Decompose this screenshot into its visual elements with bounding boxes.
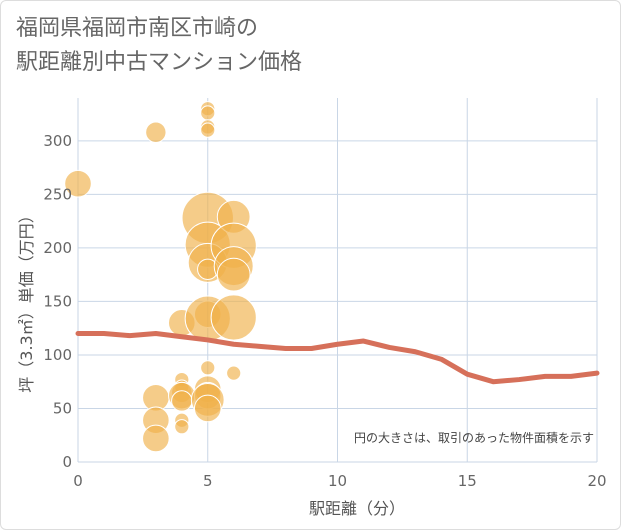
y-tick-label: 300	[43, 132, 72, 150]
y-axis-title: 坪（3.3㎡）単価（万円）	[17, 207, 36, 392]
data-bubble	[216, 257, 251, 292]
y-tick-label: 150	[43, 292, 72, 310]
data-bubble	[200, 360, 216, 376]
y-tick-label: 250	[43, 185, 72, 203]
title-line-1: 福岡県福岡市南区市崎の	[16, 16, 259, 41]
title-line-2: 駅距離別中古マンション価格	[16, 50, 303, 75]
data-bubble	[171, 390, 193, 412]
y-tick-label: 200	[43, 239, 72, 257]
trend-line	[75, 331, 600, 385]
x-tick-label: 15	[458, 472, 477, 490]
x-tick-label: 10	[328, 472, 347, 490]
x-tick-labels: 0 5 10 15 20	[73, 472, 606, 490]
y-tick-label: 50	[53, 399, 72, 417]
data-bubble	[210, 294, 257, 341]
y-tick-label: 0	[62, 453, 72, 471]
x-tick-label: 0	[73, 472, 83, 490]
data-bubble	[200, 105, 216, 121]
y-tick-label: 100	[43, 346, 72, 364]
data-bubble	[174, 419, 190, 435]
y-tick-labels: 0 50 100 150 200 250 300	[43, 132, 72, 471]
data-bubble	[200, 122, 216, 138]
data-bubble	[226, 365, 242, 381]
x-tick-label: 20	[587, 472, 606, 490]
x-tick-label: 5	[203, 472, 213, 490]
data-bubble	[142, 424, 170, 453]
chart-title: 福岡県福岡市南区市崎の 駅距離別中古マンション価格	[16, 12, 302, 80]
grid-lines	[77, 98, 598, 463]
x-axis-title: 駅距離（分）	[309, 499, 405, 518]
bubble-layer	[64, 101, 257, 453]
data-bubble	[64, 169, 92, 198]
data-bubble	[145, 121, 167, 143]
size-note: 円の大きさは、取引のあった物件面積を示す	[354, 430, 594, 445]
data-bubble	[193, 394, 222, 423]
